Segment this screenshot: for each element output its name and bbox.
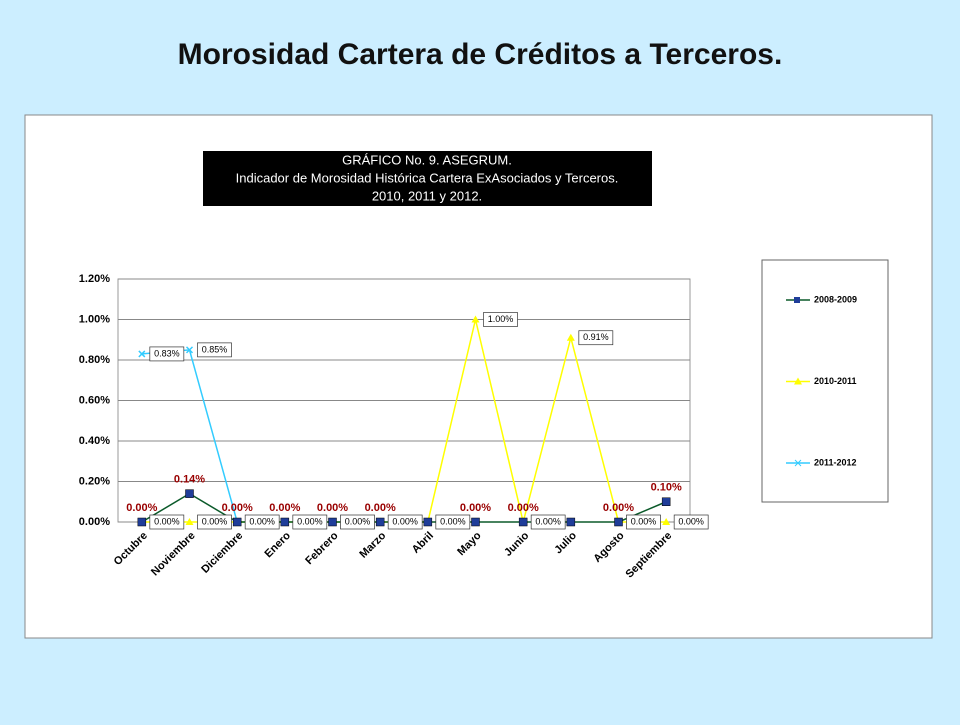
data-label: 0.00%	[678, 516, 704, 526]
marker	[566, 517, 576, 527]
data-label-box	[244, 514, 280, 530]
marker	[185, 518, 194, 525]
data-label: 0.00%	[222, 502, 253, 514]
data-label: 0.00%	[202, 516, 228, 526]
data-label: 0.00%	[297, 516, 323, 526]
data-label: 0.00%	[365, 502, 396, 514]
data-label-box	[530, 514, 566, 530]
data-label-box	[197, 342, 232, 358]
data-label: 0.85%	[202, 344, 228, 354]
marker	[232, 517, 242, 527]
chart-title-box	[203, 151, 652, 206]
data-label: 0.00%	[535, 516, 561, 526]
data-label-box	[340, 514, 375, 530]
data-label: 0.00%	[154, 516, 180, 526]
legend-marker	[794, 459, 802, 467]
legend-label: 2011-2012	[814, 457, 857, 467]
data-label: 0.00%	[440, 516, 466, 526]
marker	[138, 350, 146, 358]
y-tick-label: 1.00%	[79, 313, 110, 325]
y-tick-label: 0.60%	[79, 394, 110, 406]
legend-box	[761, 259, 889, 503]
y-tick-label: 1.20%	[79, 273, 110, 285]
data-label: 0.00%	[317, 502, 348, 514]
chart-title: GRÁFICO No. 9. ASEGRUM.	[342, 152, 512, 167]
y-tick-label: 0.80%	[79, 354, 110, 366]
marker	[566, 333, 575, 341]
data-label: 0.14%	[174, 474, 205, 486]
marker	[661, 497, 671, 506]
data-label: 0.00%	[603, 502, 634, 514]
data-label: 0.00%	[392, 516, 418, 526]
marker	[662, 518, 671, 525]
data-label-box	[578, 330, 614, 346]
data-label: 0.00%	[269, 502, 300, 514]
data-label: 0.00%	[508, 502, 539, 514]
y-tick-label: 0.00%	[79, 516, 110, 528]
marker	[280, 517, 290, 527]
y-tick-label: 0.20%	[79, 475, 110, 487]
data-label-box	[673, 514, 709, 530]
data-label: 0.91%	[583, 332, 609, 342]
data-label-box	[197, 514, 232, 530]
data-label: 0.83%	[154, 348, 180, 358]
data-label: 0.10%	[651, 482, 682, 494]
marker	[471, 517, 480, 527]
legend-marker	[794, 377, 802, 385]
chart-title: Indicador de Morosidad Histórica Cartera…	[236, 170, 619, 185]
marker	[328, 517, 337, 527]
data-label: 1.00%	[488, 314, 514, 324]
data-label: 0.00%	[249, 516, 275, 526]
marker	[185, 346, 194, 354]
marker	[375, 517, 385, 527]
legend-label: 2010-2011	[814, 376, 857, 386]
data-label-box	[387, 514, 423, 530]
data-label: 0.00%	[345, 516, 371, 526]
data-label: 0.00%	[631, 516, 657, 526]
marker	[423, 517, 433, 527]
data-label-box	[292, 514, 328, 530]
marker	[137, 517, 147, 527]
data-label-box	[149, 514, 185, 530]
data-label: 0.00%	[126, 502, 157, 514]
marker	[518, 517, 528, 527]
marker	[471, 315, 480, 323]
y-tick-label: 0.40%	[79, 435, 110, 447]
marker	[185, 489, 194, 498]
data-label-box	[626, 514, 661, 530]
legend-marker	[794, 297, 800, 303]
data-label-box	[149, 346, 185, 362]
chart-title: 2010, 2011 y 2012.	[372, 188, 482, 203]
legend-label: 2008-2009	[814, 294, 857, 304]
slide-title: Morosidad Cartera de Créditos a Terceros…	[178, 38, 783, 71]
marker	[614, 517, 623, 527]
data-label: 0.00%	[460, 502, 491, 514]
data-label-box	[483, 312, 518, 327]
data-label-box	[435, 514, 471, 530]
